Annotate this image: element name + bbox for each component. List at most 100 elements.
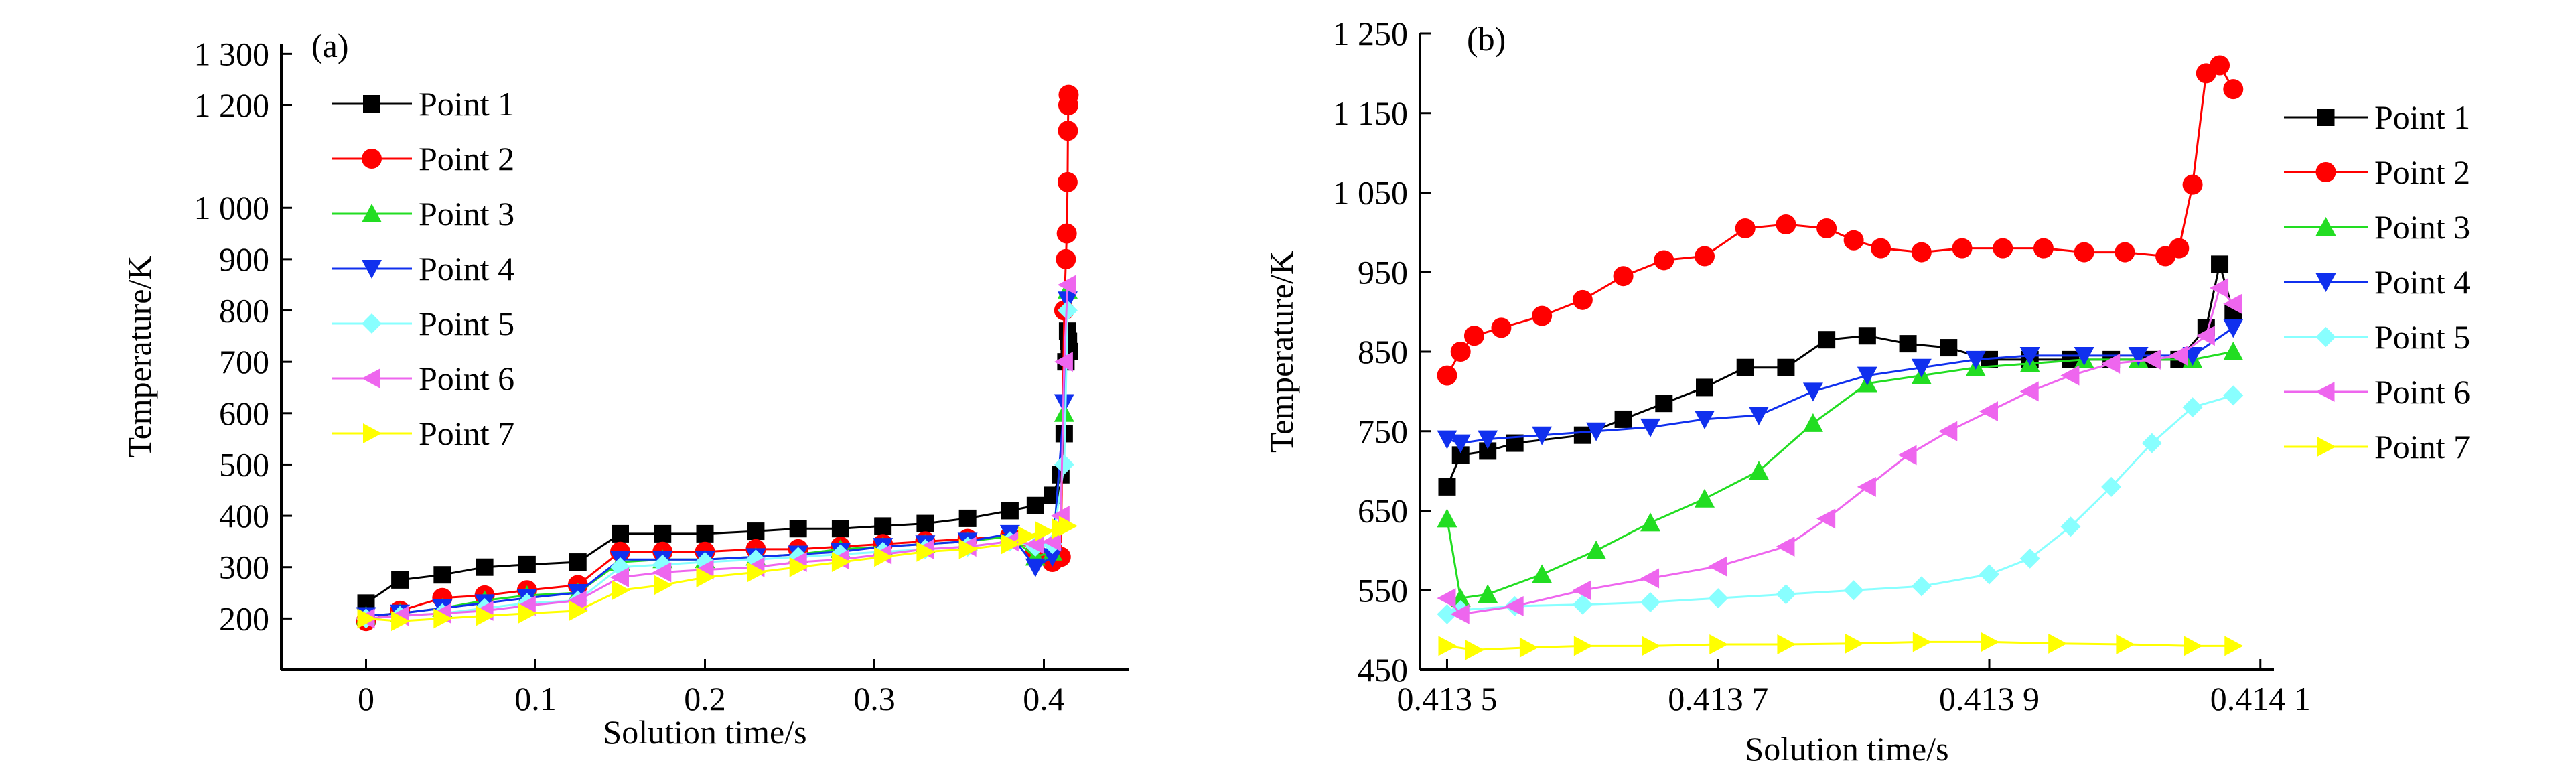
data-point [1438,478,1456,496]
data-point [518,603,537,624]
y-axis-label: Temperature/K [1263,251,1300,453]
y-tick-label: 900 [219,240,269,278]
data-point [1802,382,1823,402]
data-point [1026,496,1044,514]
data-point [2019,381,2039,402]
data-point [1042,531,1062,552]
data-point [2169,238,2190,259]
x-tick-label: 0.4 [1023,680,1065,717]
data-point [1776,214,1796,234]
data-point [916,514,934,532]
data-point [1940,339,1958,357]
data-point [1025,558,1046,577]
data-point [1054,352,1073,372]
y-tick-label: 550 [1358,571,1408,609]
data-point [1532,426,1553,445]
x-tick-label: 0.3 [853,680,896,717]
data-point [1845,633,1864,654]
data-point [1709,634,1729,654]
data-point [2019,548,2040,569]
data-point [1504,596,1524,616]
y-tick-label: 750 [1358,413,1408,450]
panel-b: 450 550 650 750 850 950 1 050 1 150 1 250 0.413 5… [1263,15,2470,768]
y-axis-label: Temperature/K [121,256,158,458]
legend-marker [2315,217,2336,236]
data-point [569,553,587,571]
data-point [567,590,587,611]
data-point [1054,454,1074,475]
data-point [1802,413,1823,432]
series-point-6 [1437,278,2242,624]
x-tick-label: 0 [358,680,374,717]
data-point [391,611,411,632]
legend-marker [362,313,382,334]
data-point [1437,588,1456,609]
data-point [612,524,629,543]
data-point [1491,317,1512,338]
data-point [1025,534,1044,555]
y-tick-label: 200 [219,599,269,637]
data-point [1586,422,1607,441]
data-point [654,524,672,543]
data-point [2182,397,2203,418]
series-point-5 [1437,385,2244,624]
data-point [1478,430,1498,449]
series-point-7 [1438,632,2244,660]
panel-label: (b) [1467,20,1506,58]
legend-label: Point 2 [2374,153,2470,191]
data-point [1816,218,1837,238]
data-point [1857,366,1877,386]
data-point [612,580,630,601]
data-point [1450,434,1471,453]
data-point [2101,353,2121,374]
data-point [2211,255,2229,273]
data-point [1035,521,1054,542]
data-point [1858,327,1876,345]
data-point [831,520,849,538]
data-point [476,558,494,576]
data-point [1573,636,1593,656]
legend-marker [363,423,382,443]
series-point-5 [356,300,1078,629]
x-tick-label: 0.413 7 [1668,680,1768,717]
data-point [2116,634,2135,654]
data-point [2223,319,2244,338]
data-point [1965,350,1986,370]
data-point [1056,223,1077,244]
data-point [1776,536,1795,557]
data-point [476,606,495,626]
data-point [1640,592,1661,613]
y-tick-label: 450 [1358,651,1408,689]
legend-label: Point 4 [2374,263,2470,301]
y-tick-label: 1 200 [194,86,270,124]
series-line [1446,350,2234,599]
data-point [1532,564,1553,583]
data-point [1748,461,1769,480]
data-point [1001,534,1020,555]
data-point [2141,433,2162,453]
y-tick-label: 400 [219,497,269,535]
series-line [1446,64,2234,376]
legend: Point 1 Point 2 Point 3 Point 4 Point 5 Point… [332,85,514,452]
x-tick-label: 0.414 1 [2210,680,2311,717]
y-tick-label: 1 250 [1333,15,1409,52]
data-point [1843,230,1864,251]
data-point [1695,246,1715,267]
x-tick-label: 0.413 5 [1397,680,1497,717]
data-point [1465,640,1484,660]
series-point-3 [1437,342,2244,608]
data-point [610,567,629,588]
data-point [916,541,936,562]
data-point [2060,365,2080,386]
data-point [1586,540,1607,559]
y-tick-label: 1 150 [1333,94,1409,132]
data-point [1640,418,1661,437]
y-tick-label: 700 [219,343,269,380]
data-point [831,552,851,573]
data-point [1478,584,1498,603]
data-point [1450,603,1470,624]
legend-marker [2317,437,2336,457]
data-point [1437,365,1457,386]
data-point [1911,358,1932,378]
data-point [2223,385,2244,406]
